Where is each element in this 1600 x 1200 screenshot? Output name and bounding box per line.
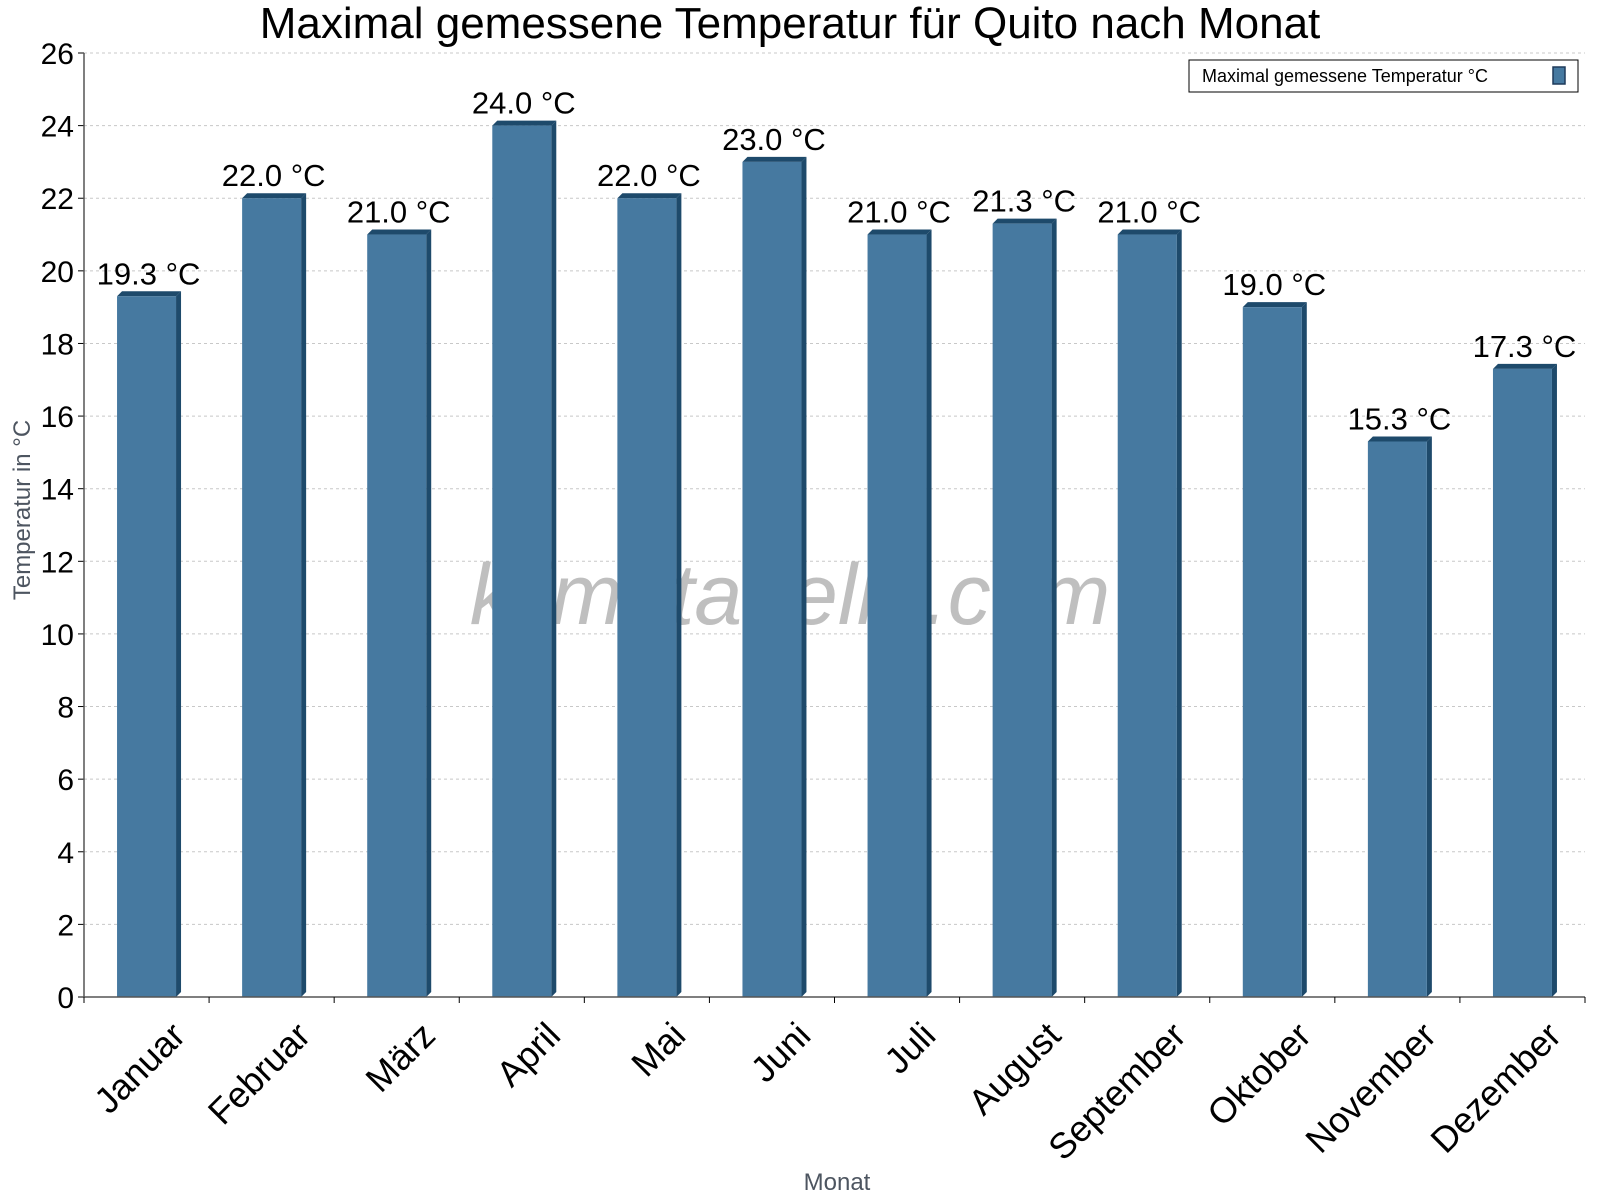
y-tick-label: 20 [41, 256, 74, 289]
bar-oktober [1242, 307, 1302, 998]
x-tick-label: Dezember [1422, 1014, 1568, 1160]
x-tick-label: Juni [743, 1014, 819, 1090]
bar-side [551, 120, 557, 998]
y-tick-label: 6 [57, 764, 74, 797]
data-label: 19.3 °C [97, 256, 201, 291]
y-tick-label: 0 [57, 982, 74, 1015]
axes [78, 52, 1586, 1003]
x-tick-label: Januar [86, 1014, 193, 1121]
data-label: 21.0 °C [847, 195, 951, 230]
data-label: 21.0 °C [1097, 195, 1201, 230]
bar-september [1117, 234, 1177, 998]
x-axis-label: Monat [804, 1169, 871, 1196]
bar-top [367, 229, 432, 235]
x-tick-label: Oktober [1199, 1014, 1319, 1134]
x-tick-label: September [1040, 1014, 1194, 1168]
bar-top [242, 193, 307, 199]
data-label: 22.0 °C [597, 158, 701, 193]
bar-november [1367, 441, 1427, 997]
y-tick-label: 18 [41, 328, 74, 361]
data-label: 23.0 °C [722, 122, 826, 157]
y-tick-label: 12 [41, 546, 74, 579]
x-tick-label: März [357, 1014, 443, 1100]
data-label: 24.0 °C [472, 86, 576, 121]
y-tick-label: 8 [57, 692, 74, 725]
legend: Maximal gemessene Temperatur °C [1188, 59, 1579, 93]
legend-box [1188, 59, 1579, 93]
bars [117, 120, 1557, 998]
legend-swatch [1552, 66, 1566, 85]
data-label: 17.3 °C [1473, 329, 1577, 364]
data-label: 21.3 °C [972, 184, 1076, 219]
bar-juni [742, 161, 802, 997]
x-tick-label: April [488, 1014, 568, 1094]
bar-side [176, 291, 182, 997]
bar-top [1367, 436, 1432, 442]
y-tick-label: 10 [41, 619, 74, 652]
y-tick-label: 16 [41, 401, 74, 434]
bar-side [1051, 218, 1057, 998]
bar-juli [867, 234, 927, 998]
bar-top [492, 120, 557, 126]
bar-februar [242, 198, 302, 997]
y-tick-label: 22 [41, 183, 74, 216]
bar-side [301, 193, 307, 997]
x-tick-label: Februar [200, 1014, 318, 1132]
bar-top [992, 218, 1057, 224]
bar-august [992, 223, 1052, 998]
data-labels: 19.3 °C 22.0 °C 21.0 °C 24.0 °C 22.0 °C 23.0 … [97, 86, 1577, 437]
data-label: 22.0 °C [222, 158, 326, 193]
bar-april [492, 125, 552, 998]
bar-side [1426, 436, 1432, 997]
x-tick-label: August [960, 1014, 1068, 1122]
bar-top [617, 193, 682, 199]
y-axis-label: Temperatur in °C [9, 420, 36, 600]
x-tick-label: November [1297, 1014, 1443, 1160]
bar-side [801, 156, 807, 997]
bar-top [867, 229, 932, 235]
bar-märz [367, 234, 427, 998]
y-tick-label: 14 [41, 474, 74, 507]
bar-dezember [1492, 368, 1552, 997]
bar-top [742, 156, 807, 162]
bar-side [1551, 363, 1557, 997]
bar-top [1492, 363, 1557, 369]
bar-top [1242, 302, 1307, 308]
y-tick-label: 4 [57, 837, 74, 870]
bar-top [1117, 229, 1182, 235]
x-tick-labels: Januar Februar März April Mai Juni Juli AugustS… [86, 1014, 1569, 1168]
legend-label: Maximal gemessene Temperatur °C [1202, 66, 1488, 86]
data-label: 21.0 °C [347, 195, 451, 230]
x-tick-label: Mai [623, 1014, 693, 1084]
y-tick-label: 26 [41, 38, 74, 71]
data-label: 15.3 °C [1348, 401, 1452, 436]
bar-top [117, 291, 182, 297]
bar-side [926, 229, 932, 998]
chart-title: Maximal gemessene Temperatur für Quito n… [260, 0, 1321, 48]
data-label: 19.0 °C [1222, 267, 1326, 302]
bar-side [1301, 302, 1307, 998]
bar-januar [117, 296, 177, 997]
y-tick-label: 2 [57, 909, 74, 942]
bar-side [426, 229, 432, 998]
bar-mai [617, 198, 677, 997]
x-tick-label: Juli [876, 1014, 943, 1081]
bar-side [676, 193, 682, 997]
bar-side [1176, 229, 1182, 998]
y-tick-label: 24 [41, 111, 74, 144]
gridlines [84, 52, 1585, 925]
